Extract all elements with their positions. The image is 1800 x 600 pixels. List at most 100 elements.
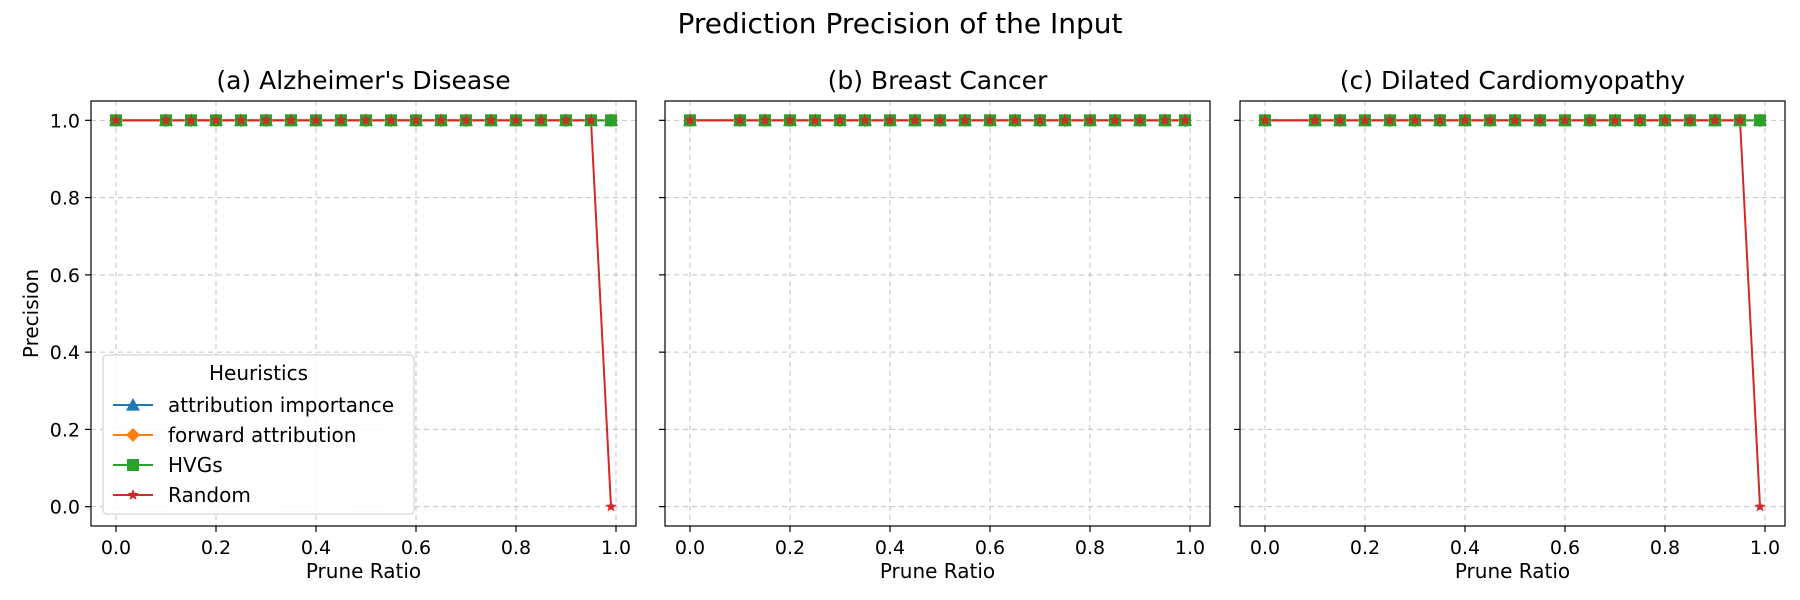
point-random (809, 114, 821, 126)
point-random (385, 114, 397, 126)
figure-title: Prediction Precision of the Input (677, 7, 1122, 40)
x-tick-label: 0.6 (1550, 537, 1580, 559)
x-tick-label: 1.0 (1750, 537, 1780, 559)
x-tick-label: 0.4 (301, 537, 331, 559)
point-random (1179, 114, 1191, 126)
point-random (1634, 114, 1646, 126)
point-random (1709, 114, 1721, 126)
legend-entry: HVGs (168, 453, 223, 477)
point-random (1009, 114, 1021, 126)
point-random (1684, 114, 1696, 126)
legend-title: Heuristics (209, 361, 308, 385)
point-random (1359, 114, 1371, 126)
point-random (1084, 114, 1096, 126)
y-tick-label: 0.4 (50, 342, 80, 364)
legend-frame (102, 354, 415, 515)
x-tick-label: 0.8 (1075, 537, 1105, 559)
x-tick-label: 0.6 (401, 537, 431, 559)
point-random (784, 114, 796, 126)
y-axis-label: Precision (19, 269, 43, 358)
point-random (909, 114, 921, 126)
x-axis-label: Prune Ratio (880, 559, 995, 583)
subplot-2: 0.0 0.2 0.4 0.6 0.8 1.0 (b) Breast Cancer Prune… (659, 66, 1211, 583)
series-line-random (1265, 119, 1761, 507)
point-random (1109, 114, 1121, 126)
x-axis-label: Prune Ratio (1455, 559, 1570, 583)
point-random (1409, 114, 1421, 126)
x-tick-label: 0.0 (1250, 537, 1280, 559)
legend: Heuristics attribution importance forward … (102, 354, 415, 515)
x-tick-label: 0.2 (201, 537, 231, 559)
point-random (1659, 114, 1671, 126)
legend-entry: attribution importance (168, 393, 394, 417)
point-random (210, 114, 222, 126)
point-random (1384, 114, 1396, 126)
point-random (1734, 114, 1746, 126)
legend-entry: forward attribution (168, 423, 356, 447)
y-tick-label: 0.0 (50, 497, 80, 519)
point-random (759, 114, 771, 126)
point-random (1334, 114, 1346, 126)
point-random (510, 114, 522, 126)
subplot-1: 0.0 0.0 0.2 0.2 0.4 0.4 0.6 0.6 0.8 0.8 1.0 1.0 (a) … (19, 66, 637, 583)
point-random (684, 114, 696, 126)
subplot-title: (c) Dilated Cardiomyopathy (1340, 66, 1686, 95)
y-tick-label: 0.2 (50, 419, 80, 441)
point-random (1584, 114, 1596, 126)
point-random (1459, 114, 1471, 126)
y-tick-label: 1.0 (50, 110, 80, 132)
point-random (535, 114, 547, 126)
legend-entry: Random (168, 483, 251, 507)
point-random (1609, 114, 1621, 126)
point-random (734, 114, 746, 126)
point-random (984, 114, 996, 126)
point-random (1509, 114, 1521, 126)
x-tick-label: 0.6 (975, 537, 1005, 559)
plot-frame (90, 100, 637, 527)
x-tick-label: 0.8 (501, 537, 531, 559)
point-random (1434, 114, 1446, 126)
point-random (360, 114, 372, 126)
x-tick-label: 0.2 (1350, 537, 1380, 559)
plot-frame (664, 100, 1211, 527)
point-random (485, 114, 497, 126)
point-random (585, 114, 597, 126)
point-random (435, 114, 447, 126)
point-random (285, 114, 297, 126)
point-random (560, 114, 572, 126)
point-random (410, 114, 422, 126)
legend-marker (126, 428, 140, 442)
legend-marker (127, 459, 139, 471)
x-tick-label: 0.8 (1650, 537, 1680, 559)
point-random (310, 114, 322, 126)
subplot-title: (b) Breast Cancer (828, 66, 1048, 95)
x-tick-label: 0.4 (875, 537, 905, 559)
point-random (1559, 114, 1571, 126)
plot-frame (1239, 100, 1786, 527)
point-random (260, 114, 272, 126)
point-random (1259, 114, 1271, 126)
subplot-3: 0.0 0.2 0.4 0.6 0.8 1.0 (c) Dilated Cardiomyop… (1234, 66, 1786, 583)
x-tick-label: 0.4 (1450, 537, 1480, 559)
point-random (460, 114, 472, 126)
point-random (1059, 114, 1071, 126)
subplot-title: (a) Alzheimer's Disease (216, 66, 510, 95)
point-random (160, 114, 172, 126)
point-random (1159, 114, 1171, 126)
subplots: 0.0 0.0 0.2 0.2 0.4 0.4 0.6 0.6 0.8 0.8 1.0 1.0 (a) … (19, 66, 1786, 583)
point-random (1534, 114, 1546, 126)
point-random (884, 114, 896, 126)
point-random (834, 114, 846, 126)
point-hvgs (1754, 114, 1766, 127)
x-tick-label: 0.2 (775, 537, 805, 559)
point-random (1484, 114, 1496, 126)
legend-marker (127, 489, 139, 500)
point-random (1309, 114, 1321, 126)
point-random (335, 114, 347, 126)
point-random (185, 114, 197, 126)
point-random (1034, 114, 1046, 126)
point-random (235, 114, 247, 126)
y-tick-label: 0.6 (50, 265, 80, 287)
legend-marker (126, 398, 140, 411)
